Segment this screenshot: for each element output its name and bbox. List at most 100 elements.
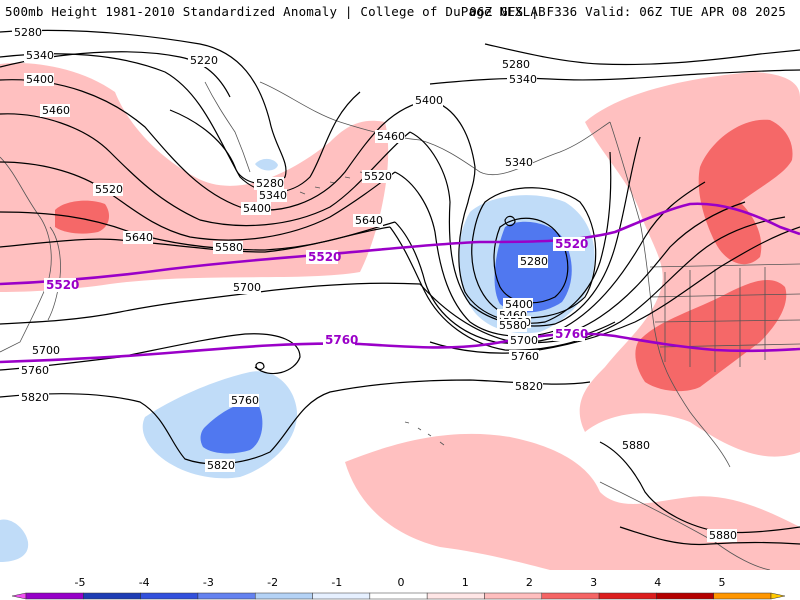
contour-label: 5820: [513, 380, 543, 393]
legend-tick-label: 4: [654, 576, 661, 589]
svg-text:5760: 5760: [21, 364, 49, 377]
highlight-5520: [0, 202, 800, 286]
contour-5280-ne: [484, 43, 800, 66]
highlight-label: 5760: [323, 333, 358, 347]
svg-text:5520: 5520: [95, 183, 123, 196]
strong-positive-canada: [698, 119, 793, 265]
aleutian-islands: [299, 171, 366, 195]
contour-label: 5400: [241, 202, 271, 215]
contour-5280-nw: [0, 29, 287, 185]
alaska-coastline: [259, 81, 611, 176]
svg-text:5760: 5760: [511, 350, 539, 363]
contour-label: 5400: [413, 94, 443, 107]
bering-coastline: [204, 81, 251, 173]
legend-tick-labels: -5 -4 -3 -2 -1 0 1 2 3 4 5: [75, 576, 726, 589]
contour-label: 5460: [40, 104, 70, 117]
contour-label: 5280: [254, 177, 284, 190]
anomaly-map: 5280 5340 5400 5460 5520 5640 5580 5700 …: [0, 26, 800, 570]
low-center-gulf-alaska: [504, 215, 516, 227]
svg-text:5520: 5520: [555, 237, 588, 251]
japan-coastline: [47, 226, 61, 321]
svg-text:5700: 5700: [510, 334, 538, 347]
legend-swatch: [541, 592, 600, 600]
legend-swatch: [254, 592, 313, 600]
svg-text:5280: 5280: [520, 255, 548, 268]
svg-text:5880: 5880: [709, 529, 737, 542]
legend-tick-label: -4: [139, 576, 150, 589]
svg-text:5760: 5760: [231, 394, 259, 407]
contour-5880-east: [599, 441, 800, 534]
contour-label: 5760: [509, 350, 539, 363]
negative-anomaly-bering: [255, 158, 278, 171]
positive-anomaly-west-pacific: [0, 62, 389, 292]
contour-5520-nw: [0, 161, 396, 241]
legend-swatch: [197, 592, 256, 600]
header-bar: 500mb Height 1981-2010 Standardized Anom…: [0, 0, 800, 22]
contour-label: 5820: [19, 391, 49, 404]
legend-tick-label: 5: [719, 576, 726, 589]
asia-coastline: [0, 156, 52, 353]
contour-label: 5280: [12, 26, 42, 39]
coastlines: [0, 81, 800, 570]
mexico-coastline: [599, 481, 771, 570]
legend-swatch: [426, 592, 485, 600]
svg-text:5880: 5880: [622, 439, 650, 452]
svg-text:5400: 5400: [505, 298, 533, 311]
svg-text:5400: 5400: [243, 202, 271, 215]
svg-text:5520: 5520: [46, 278, 79, 292]
legend-swatch: [598, 592, 657, 600]
contour-label: 5580: [497, 319, 527, 332]
contour-label: 5880: [707, 529, 737, 542]
contour-label: 5880: [620, 439, 650, 452]
svg-text:5520: 5520: [308, 250, 341, 264]
hawaii-islands: [404, 421, 445, 446]
legend-tick-label: 2: [526, 576, 533, 589]
contour-label: 5340: [503, 156, 533, 169]
svg-text:5340: 5340: [505, 156, 533, 169]
legend-swatch: [140, 592, 199, 600]
contour-label: 5520: [93, 183, 123, 196]
color-scale-legend: -5 -4 -3 -2 -1 0 1 2 3 4 5: [11, 576, 786, 600]
contour-labels: 5280 5340 5400 5460 5520 5640 5580 5700 …: [12, 26, 737, 542]
contour-label: 5820: [205, 459, 235, 472]
legend-tick-label: 3: [590, 576, 597, 589]
legend-swatch: [713, 592, 772, 600]
svg-text:5760: 5760: [325, 333, 358, 347]
legend-swatch: [312, 592, 371, 600]
contour-label: 5280: [518, 255, 548, 268]
trough-5280: [493, 217, 569, 304]
legend-swatch: [25, 592, 84, 600]
contour-label: 5520: [362, 170, 392, 183]
us-state-lines: [649, 267, 800, 372]
legend-arrow-low: [11, 592, 27, 600]
low-center-central-pacific: [255, 361, 265, 371]
legend-swatch: [484, 592, 543, 600]
svg-text:5820: 5820: [515, 380, 543, 393]
contour-5760: [0, 333, 301, 375]
legend-tick-label: -3: [203, 576, 214, 589]
strong-positive-japan: [55, 200, 110, 234]
map-title: 500mb Height 1981-2010 Standardized Anom…: [5, 4, 546, 19]
svg-text:5760: 5760: [555, 327, 588, 341]
anomaly-shading: [0, 62, 800, 570]
contour-label: 5460: [375, 130, 405, 143]
svg-text:5400: 5400: [415, 94, 443, 107]
legend-swatch: [656, 592, 714, 600]
svg-text:5460: 5460: [377, 130, 405, 143]
contour-label: 5760: [229, 394, 259, 407]
legend-tick-label: 0: [398, 576, 405, 589]
svg-text:5460: 5460: [42, 104, 70, 117]
highlight-label: 5760: [553, 327, 588, 341]
svg-text:5640: 5640: [125, 231, 153, 244]
svg-text:5640: 5640: [355, 214, 383, 227]
contour-label: 5640: [353, 214, 383, 227]
legend-color-bar: [11, 592, 786, 600]
highlight-label: 5520: [44, 278, 79, 292]
strong-negative-central-pacific: [200, 402, 263, 454]
contour-5400-nw: [0, 79, 431, 211]
contour-label: 5700: [508, 334, 538, 347]
svg-text:5340: 5340: [259, 189, 287, 202]
contour-5760-east: [429, 226, 800, 354]
contour-label: 5280: [500, 58, 530, 71]
legend-tick-label: -1: [331, 576, 342, 589]
